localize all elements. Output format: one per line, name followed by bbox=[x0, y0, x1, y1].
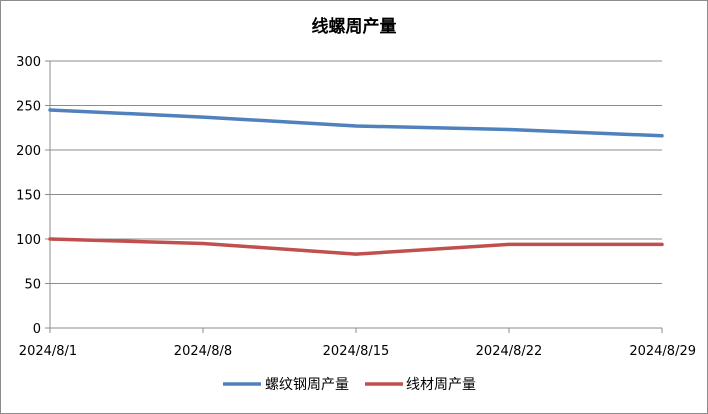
x-tick-label: 2024/8/15 bbox=[323, 344, 390, 359]
gridlines bbox=[50, 61, 662, 284]
x-axis-ticks: 2024/8/1 2024/8/8 2024/8/15 2024/8/22 2024/8… bbox=[19, 328, 696, 359]
x-tick-label: 2024/8/8 bbox=[174, 344, 232, 359]
y-tick-label: 250 bbox=[16, 100, 41, 115]
data-point bbox=[49, 238, 52, 241]
series-line-1 bbox=[50, 110, 662, 136]
x-tick-label: 2024/8/22 bbox=[476, 344, 543, 359]
data-point bbox=[49, 108, 52, 111]
series-line-2 bbox=[50, 239, 662, 254]
y-axis-ticks: 0 50 100 150 200 250 300 bbox=[16, 55, 50, 337]
y-tick-label: 300 bbox=[16, 55, 41, 70]
data-point bbox=[661, 243, 664, 246]
data-point bbox=[355, 253, 358, 256]
series-lines bbox=[49, 108, 664, 255]
x-tick-label: 2024/8/1 bbox=[19, 344, 77, 359]
data-point bbox=[508, 128, 511, 131]
legend-label: 线材周产量 bbox=[406, 377, 476, 393]
data-point bbox=[661, 134, 664, 137]
data-point bbox=[508, 243, 511, 246]
data-point bbox=[202, 116, 205, 119]
legend: 螺纹钢周产量 线材周产量 bbox=[223, 377, 476, 393]
legend-label: 螺纹钢周产量 bbox=[265, 377, 349, 393]
y-tick-label: 150 bbox=[16, 189, 41, 204]
data-point bbox=[202, 242, 205, 245]
y-tick-label: 0 bbox=[33, 322, 41, 337]
y-tick-label: 50 bbox=[24, 278, 41, 293]
x-tick-label: 2024/8/29 bbox=[629, 344, 696, 359]
data-point bbox=[355, 124, 358, 127]
y-tick-label: 100 bbox=[16, 233, 41, 248]
y-tick-label: 200 bbox=[16, 144, 41, 159]
chart-title: 线螺周产量 bbox=[312, 16, 397, 37]
